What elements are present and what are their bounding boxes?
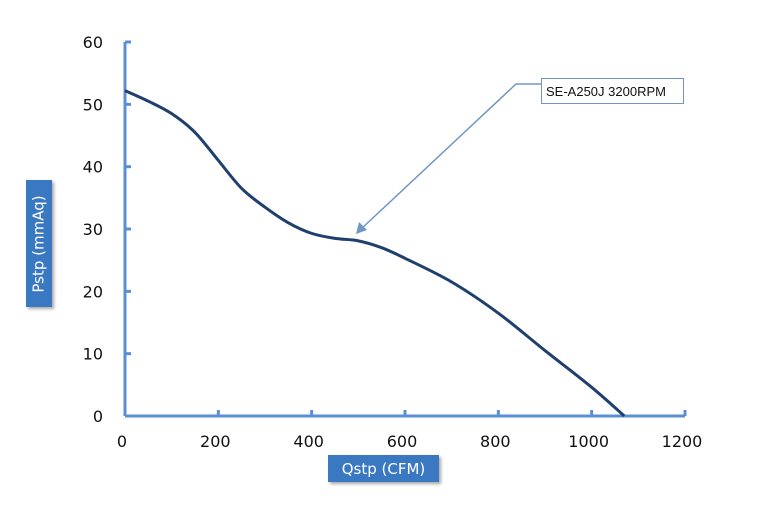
x-tick-label: 1200	[662, 432, 703, 451]
x-tick-label: 800	[480, 432, 511, 451]
y-tick-label: 0	[93, 407, 103, 426]
annotation-arrow	[356, 83, 541, 234]
y-tick-label: 40	[83, 158, 103, 177]
x-tick-label: 600	[387, 432, 418, 451]
y-tick-label: 20	[83, 282, 103, 301]
x-axis-label: Qstp (CFM)	[328, 455, 439, 482]
y-axis-label: Pstp (mmAq)	[26, 180, 52, 307]
y-tick-label: 30	[83, 220, 103, 239]
x-tick-label: 1000	[568, 432, 609, 451]
y-axis-label-text: Pstp (mmAq)	[30, 194, 48, 293]
x-tick-label: 400	[293, 432, 324, 451]
y-tick-label: 10	[83, 345, 103, 364]
x-tick-label: 0	[117, 432, 127, 451]
y-tick-label: 50	[83, 95, 103, 114]
series-line	[124, 89, 626, 418]
annotation-label: SE-A250J 3200RPM	[541, 78, 684, 104]
x-tick-label: 200	[200, 432, 231, 451]
y-tick-label: 60	[83, 33, 103, 52]
